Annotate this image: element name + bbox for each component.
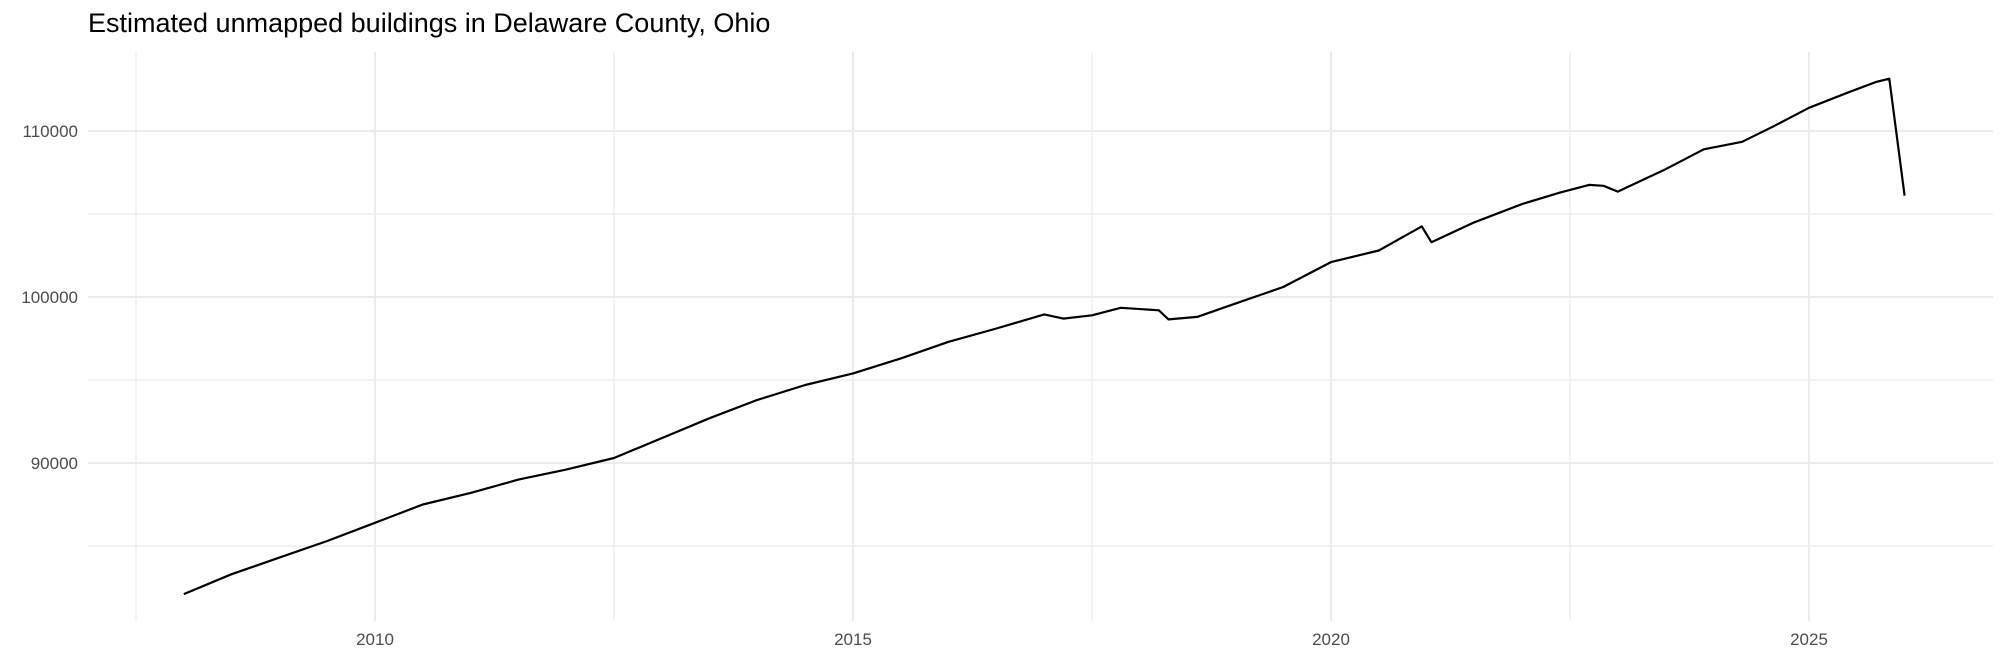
data-series: [183, 77, 1906, 596]
x-tick-label: 2015: [834, 630, 872, 649]
chart-title: Estimated unmapped buildings in Delaware…: [88, 8, 771, 38]
major-gridlines: [88, 52, 1993, 621]
minor-gridlines: [88, 52, 1993, 621]
y-tick-label: 90000: [31, 454, 78, 473]
x-tick-label: 2025: [1790, 630, 1828, 649]
series-line: [183, 77, 1906, 596]
y-axis-tick-labels: 90000 100000 110000: [21, 122, 78, 473]
y-tick-label: 100000: [21, 288, 78, 307]
x-tick-label: 2010: [356, 630, 394, 649]
x-axis-tick-labels: 2010 2015 2020 2025: [356, 630, 1828, 649]
y-tick-label: 110000: [23, 122, 78, 141]
x-tick-label: 2020: [1312, 630, 1350, 649]
